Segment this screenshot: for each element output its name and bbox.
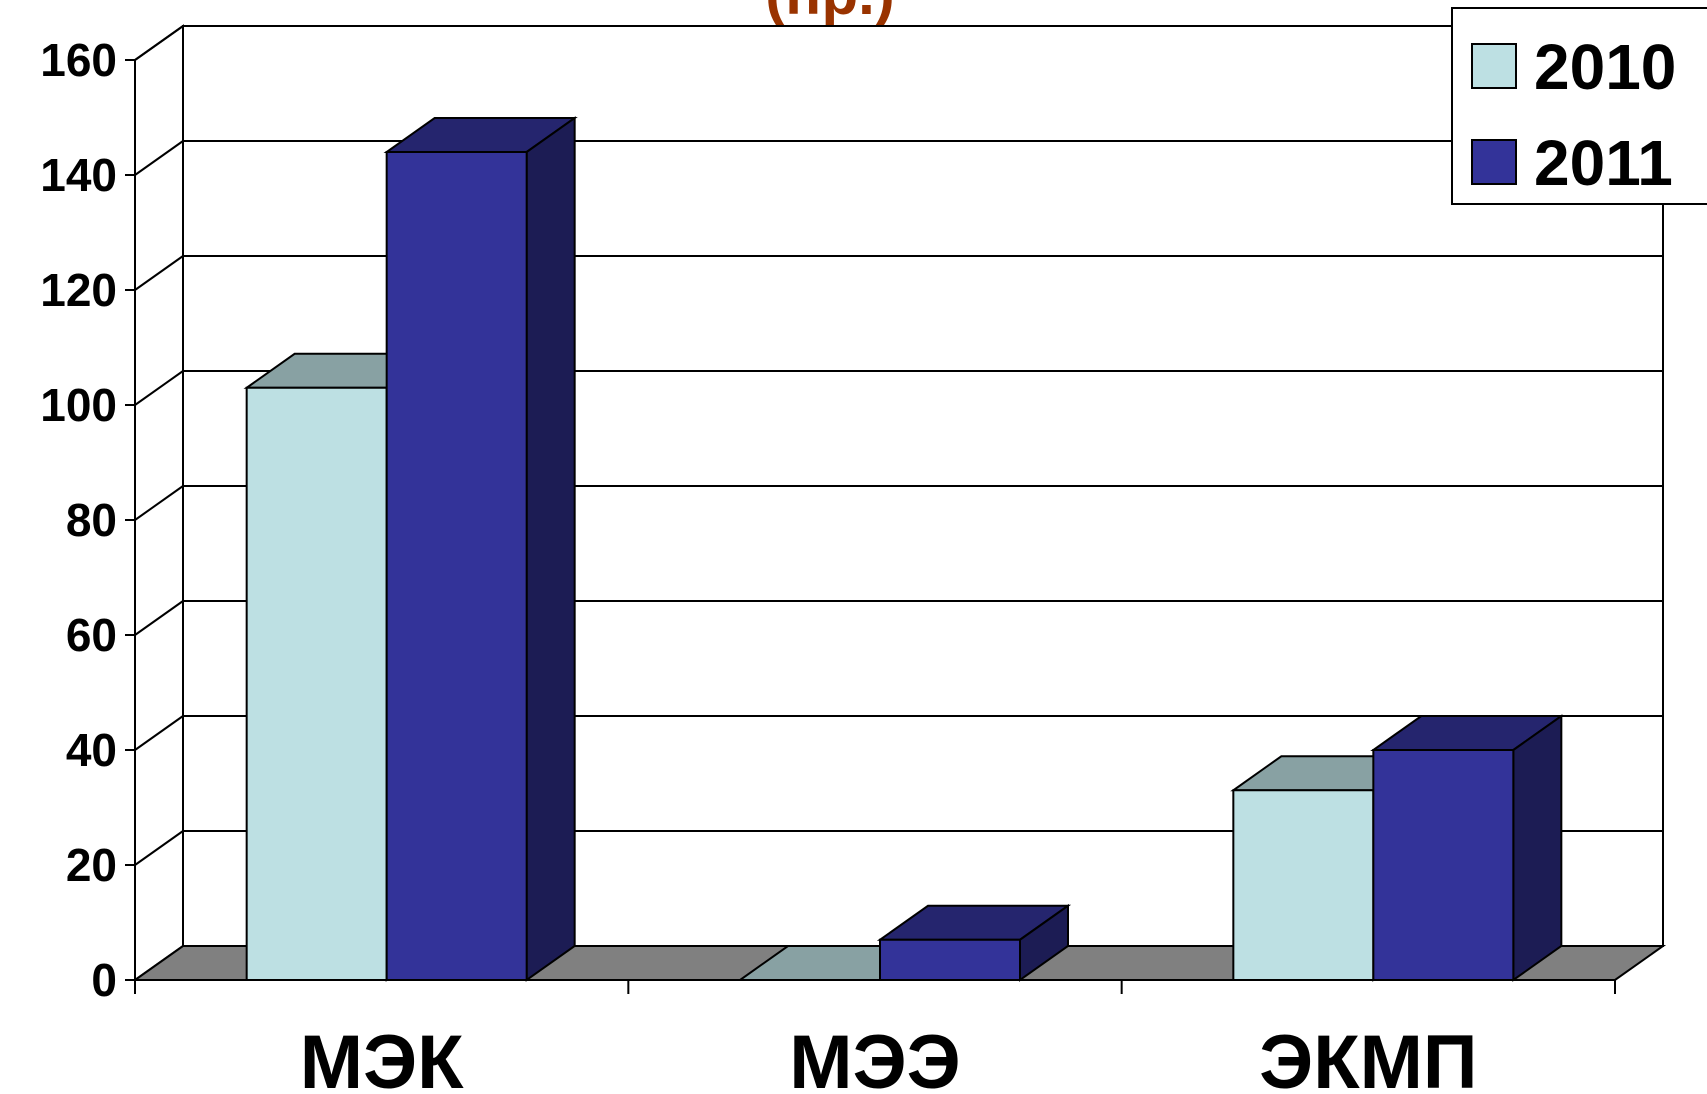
gridline-side xyxy=(134,715,184,751)
y-tick-label: 0 xyxy=(91,954,117,1006)
y-tick-label: 100 xyxy=(40,379,117,431)
bar xyxy=(879,938,1021,981)
bar xyxy=(1232,789,1375,981)
y-tick-label: 160 xyxy=(40,34,117,86)
gridline-side xyxy=(134,370,184,406)
x-tick-label: МЭК xyxy=(300,1020,464,1094)
bar xyxy=(1372,749,1515,981)
y-tick-label: 120 xyxy=(40,264,117,316)
bar-side xyxy=(1512,714,1563,982)
legend: 2010 2011 xyxy=(1451,7,1707,205)
bar-side xyxy=(525,116,576,982)
y-tick-label: 80 xyxy=(66,494,117,546)
bar xyxy=(245,386,388,981)
gridline-side xyxy=(134,255,184,291)
y-tick-label: 140 xyxy=(40,149,117,201)
chart-title: (пр.) xyxy=(765,0,895,27)
x-tick-label: ЭКМП xyxy=(1259,1020,1477,1094)
x-axis xyxy=(134,979,1616,994)
gridline-side xyxy=(134,140,184,176)
bar-МЭК-2011 xyxy=(383,116,578,982)
y-tick-label: 60 xyxy=(66,609,117,661)
y-tick-label: 40 xyxy=(66,724,117,776)
legend-swatch xyxy=(1471,139,1517,185)
y-axis: 0 20 40 60 80 100 120 140 160 xyxy=(40,34,136,1006)
x-tick-label: МЭЭ xyxy=(789,1020,960,1094)
gridline-side xyxy=(134,600,184,636)
legend-label: 2010 xyxy=(1534,31,1676,103)
legend-swatch xyxy=(1471,43,1517,89)
bar-МЭЭ-2011 xyxy=(876,903,1072,982)
bar-ЭКМП-2011 xyxy=(1370,714,1565,982)
gridline-side xyxy=(134,25,184,61)
y-tick-label: 20 xyxy=(66,839,117,891)
gridline-side xyxy=(134,485,184,521)
bar xyxy=(385,151,528,981)
gridline-side xyxy=(134,830,184,866)
category-labels: МЭК МЭЭ ЭКМП xyxy=(300,1020,1478,1094)
legend-label: 2011 xyxy=(1534,127,1673,199)
bars xyxy=(243,116,1565,982)
